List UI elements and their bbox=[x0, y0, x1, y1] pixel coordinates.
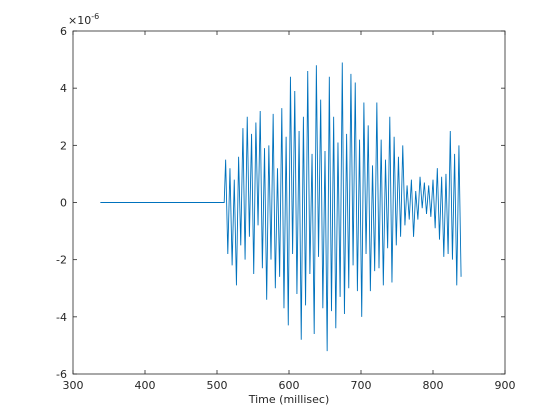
y-tick-label: -6 bbox=[56, 368, 67, 381]
x-tick-label: 500 bbox=[207, 379, 228, 392]
y-multiplier: ×10-6 bbox=[68, 12, 99, 27]
y-tick-label: 4 bbox=[60, 82, 67, 95]
x-tick-label: 800 bbox=[423, 379, 444, 392]
x-axis-label: Time (millisec) bbox=[248, 393, 330, 406]
y-tick-label: -2 bbox=[56, 254, 67, 267]
y-tick-label: -4 bbox=[56, 311, 67, 324]
x-tick-label: 600 bbox=[279, 379, 300, 392]
y-tick-label: 2 bbox=[60, 139, 67, 152]
x-tick-label: 400 bbox=[135, 379, 156, 392]
data-line bbox=[100, 62, 462, 352]
x-tick-label: 300 bbox=[63, 379, 84, 392]
x-tick-label: 700 bbox=[351, 379, 372, 392]
y-multiplier-base: ×10 bbox=[68, 14, 91, 27]
y-tick-label: 6 bbox=[60, 25, 67, 38]
y-tick-label: 0 bbox=[60, 197, 67, 210]
x-tick-label: 900 bbox=[495, 379, 516, 392]
y-multiplier-exponent: -6 bbox=[91, 12, 99, 21]
